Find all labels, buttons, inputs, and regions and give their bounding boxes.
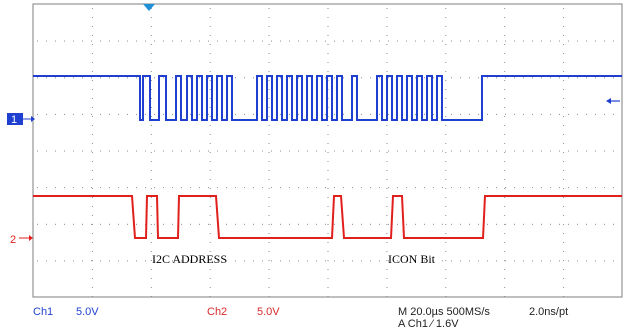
svg-text:2: 2 bbox=[10, 234, 16, 246]
ch1-scale: 5.0V bbox=[76, 306, 99, 318]
graticule-grid bbox=[37, 8, 614, 297]
down-triangle-icon bbox=[143, 4, 155, 11]
ch1-marker: 1 bbox=[7, 113, 35, 126]
left-arrow-icon bbox=[606, 98, 620, 104]
ch1-status-label: Ch1 bbox=[33, 306, 54, 318]
ch2-scale: 5.0V bbox=[257, 306, 280, 318]
icon-bit-label: ICON Bit bbox=[388, 252, 436, 266]
resolution-readout: 2.0ns/pt bbox=[529, 306, 569, 318]
i2c-address-label: I2C ADDRESS bbox=[152, 252, 228, 266]
ch2-trace bbox=[33, 195, 622, 239]
ch2-marker: 2 bbox=[10, 234, 33, 246]
ch2-status-label: Ch2 bbox=[207, 306, 228, 318]
trigger-readout: A Ch1 ⁄ 1.6V bbox=[398, 318, 459, 330]
svg-text:1: 1 bbox=[11, 114, 17, 126]
timebase-readout: M 20.0µs 500MS/s bbox=[398, 306, 490, 318]
ch1-trace bbox=[33, 75, 622, 121]
